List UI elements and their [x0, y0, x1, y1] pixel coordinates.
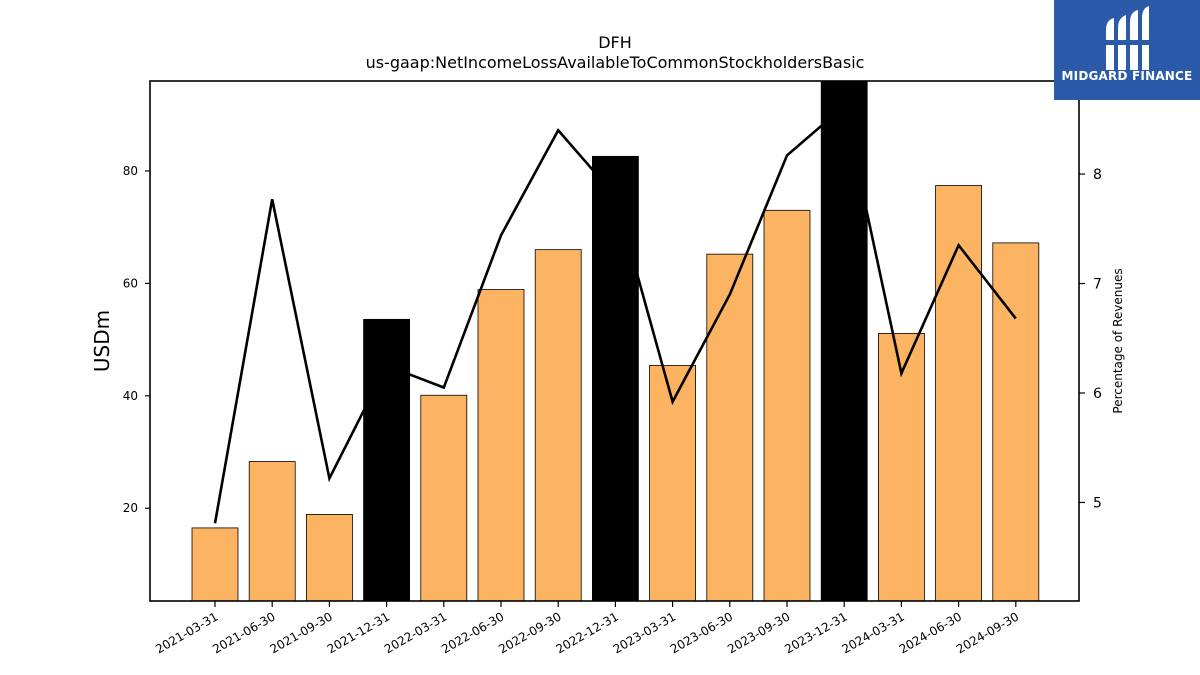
x-tick-label: 2024-09-30 [954, 609, 1021, 656]
x-tick-label: 2021-06-30 [210, 609, 277, 656]
logo: MIDGARD FINANCE [1054, 0, 1200, 100]
y-tick-label: 80 [123, 164, 138, 178]
bar-2024-03-31 [878, 333, 925, 602]
left-axis-ticks: 20 40 60 80 [123, 164, 150, 515]
y2-tick-label: 5 [1093, 495, 1102, 511]
bar-2022-06-30 [477, 289, 525, 602]
bars-layer [191, 80, 1040, 602]
y2-axis-label: Percentage of Revenues [1111, 268, 1125, 413]
x-tick-label: 2023-12-31 [782, 609, 849, 656]
chart-title: DFH [598, 33, 632, 52]
bar-2023-03-31 [649, 365, 696, 602]
y-tick-label: 20 [123, 501, 138, 515]
right-axis-ticks: 5 6 7 8 [1079, 167, 1102, 511]
bar-2021-06-30 [248, 461, 296, 602]
y2-tick-label: 7 [1093, 277, 1102, 293]
bar-2024-06-30 [935, 185, 982, 602]
x-tick-label: 2021-09-30 [267, 609, 334, 656]
bar-2022-12-31 [592, 155, 639, 602]
percentage-line [213, 103, 1017, 524]
y-tick-label: 40 [123, 389, 138, 403]
x-tick-label: 2023-09-30 [725, 609, 792, 656]
x-tick-label: 2022-06-30 [439, 609, 506, 656]
bar-2023-12-31 [820, 80, 868, 602]
x-tick-label: 2022-09-30 [496, 609, 563, 656]
bar-2022-03-31 [420, 394, 468, 602]
line-layer [213, 103, 1017, 524]
bar-2021-12-31 [363, 318, 411, 602]
x-axis-ticks: 2021-03-312021-06-302021-09-302021-12-31… [153, 601, 1021, 656]
x-tick-label: 2022-12-31 [553, 609, 620, 656]
x-tick-label: 2023-06-30 [668, 609, 735, 656]
bar-2024-09-30 [992, 242, 1040, 602]
bar-2021-09-30 [305, 514, 353, 602]
midgard-logo-icon [1106, 6, 1149, 70]
bar-2021-03-31 [191, 527, 239, 602]
bar-2023-09-30 [763, 209, 811, 602]
y-axis-label: USDm [90, 310, 114, 372]
y2-tick-label: 6 [1093, 386, 1102, 402]
x-tick-label: 2021-12-31 [325, 609, 392, 656]
x-tick-label: 2023-03-31 [611, 609, 678, 656]
bar-2023-06-30 [706, 253, 754, 602]
x-tick-label: 2024-03-31 [839, 609, 906, 656]
y-tick-label: 60 [123, 276, 138, 290]
x-tick-label: 2022-03-31 [382, 609, 449, 656]
bar-2022-09-30 [534, 249, 582, 602]
plot-frame [149, 80, 1080, 602]
y2-tick-label: 8 [1093, 167, 1102, 183]
logo-text: MIDGARD FINANCE [1061, 69, 1193, 83]
x-tick-label: 2024-06-30 [897, 609, 964, 656]
chart-subtitle: us-gaap:NetIncomeLossAvailableToCommonSt… [366, 53, 865, 72]
x-tick-label: 2021-03-31 [153, 609, 220, 656]
